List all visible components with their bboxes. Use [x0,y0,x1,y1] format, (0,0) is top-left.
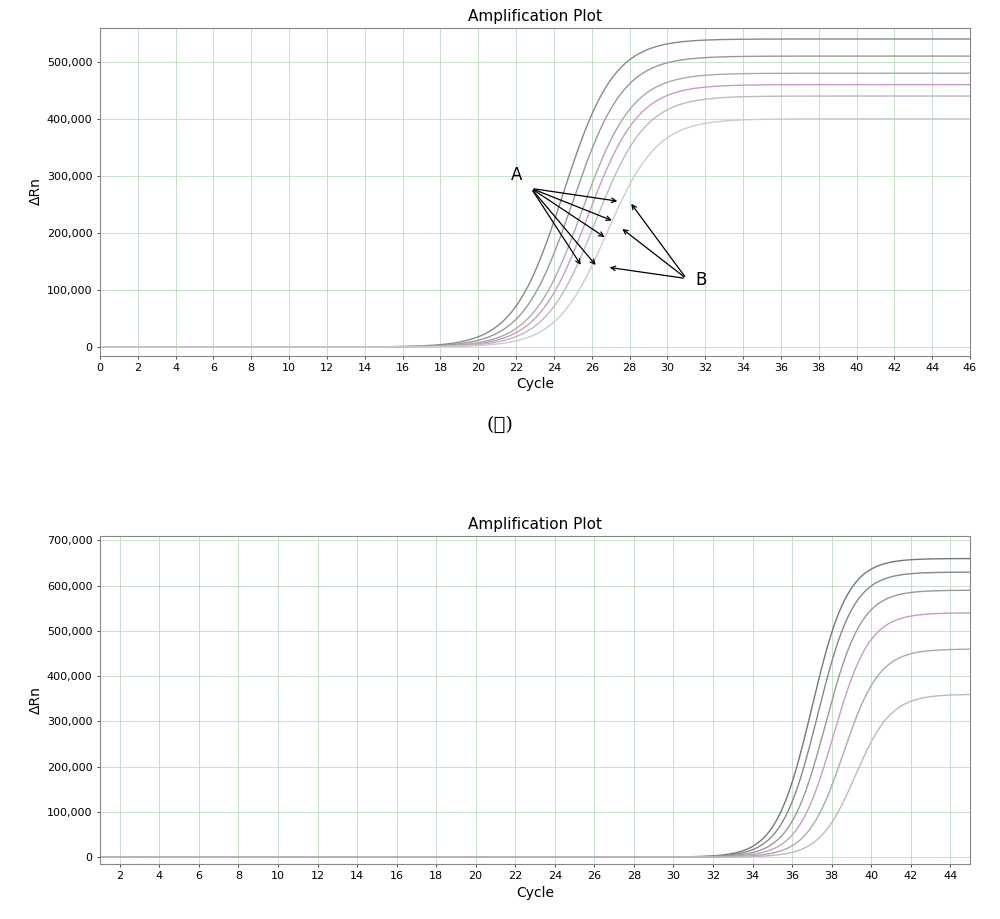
Title: Amplification Plot: Amplification Plot [468,8,602,24]
Text: A: A [510,166,522,185]
X-axis label: Cycle: Cycle [516,886,554,900]
Y-axis label: ΔRn: ΔRn [29,686,43,714]
Text: (ａ): (ａ) [487,415,513,434]
Text: B: B [696,271,707,289]
X-axis label: Cycle: Cycle [516,378,554,391]
Y-axis label: ΔRn: ΔRn [29,177,43,206]
Title: Amplification Plot: Amplification Plot [468,517,602,532]
